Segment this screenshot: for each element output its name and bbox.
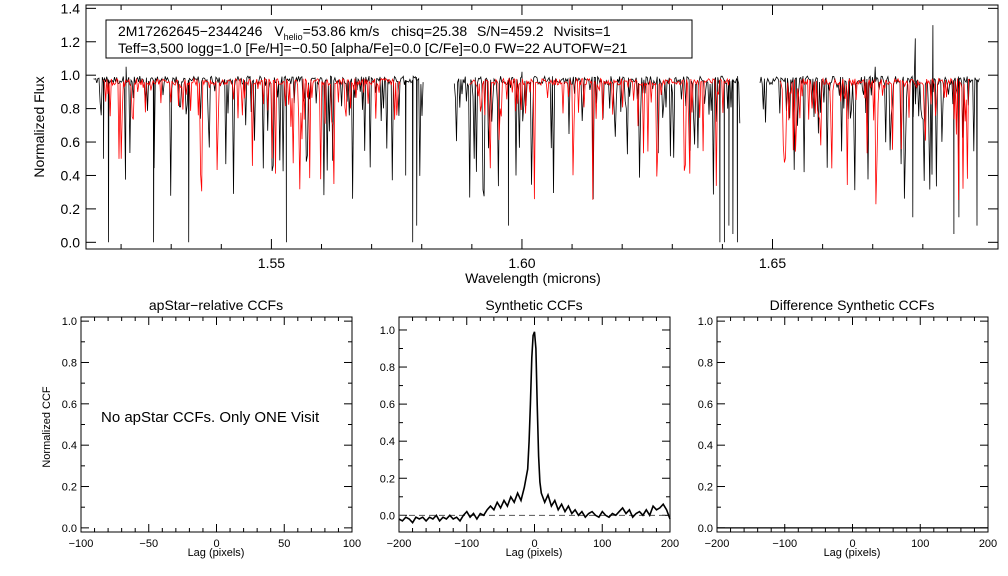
spectrum-ytick-label: 1.2 [61,34,81,50]
observed-spectrum-line [93,66,424,243]
legend-sn: S/N=459.2 [477,23,544,39]
ccf-xtick-label: −200 [387,538,412,550]
ccf-ytick-label: 0.0 [62,523,77,535]
spectrum-xtick-label: 1.55 [258,255,285,271]
synthetic-ccf-axes-frame [398,316,671,533]
ccf-xtick-label: 100 [911,538,929,550]
ccf-ytick-label: 0.4 [62,440,77,452]
ccf-ytick-label: 0.2 [698,482,713,494]
spectrum-xlabel: Wavelength (microns) [465,270,601,286]
difference-ccf-xlabel: Lag (pixels) [824,547,881,559]
spectrum-ticks: 0.0 0.2 0.4 0.6 0.8 1.0 1.2 1.4 1.55 1.60 1.65 [61,0,998,271]
spectrum-axes-frame [85,4,999,250]
spectrum-ytick-label: 1.0 [61,67,81,83]
ccf-curve-ccf [398,331,671,525]
difference-ccf-ticks: 0.0 0.2 0.4 0.6 0.8 1.0 −200 −100 0 100 200 [698,316,997,550]
ccf-ytick-label: 0.6 [698,399,713,411]
ccf-ytick-label: 0.0 [380,510,395,522]
ccf-xtick-label: 0 [213,538,219,550]
difference-ccf-axes-frame [716,316,989,533]
apstar-ccf-xlabel: Lag (pixels) [188,547,245,559]
ccf-ytick-label: 1.0 [380,325,395,337]
ccf-ytick-label: 0.0 [698,523,713,535]
difference-ccf-panel: 0.0 0.2 0.4 0.6 0.8 1.0 −200 −100 0 100 200 Differ… [698,297,997,559]
apstar-ccf-ticks: 0.0 0.2 0.4 0.6 0.8 1.0 −100 −50 0 50 100 [62,316,361,550]
apstar-ccf-panel: 0.0 0.2 0.4 0.6 0.8 1.0 −100 −50 0 50 100 apStar−r… [41,297,361,559]
legend-nvisits: Nvisits=1 [553,23,610,39]
ccf-ytick-label: 0.2 [62,482,77,494]
spectrum-ytick-label: 1.4 [61,0,81,16]
ccf-xtick-label: −200 [705,538,730,550]
ccf-xtick-label: 50 [278,538,290,550]
difference-ccf-title: Difference Synthetic CCFs [770,297,935,313]
synthetic-ccf-panel: 0.0 0.2 0.4 0.6 0.8 1.0 −200 −100 0 100 200 Synthe… [380,297,679,559]
legend-star-id: 2M17262645−2344246 [118,23,263,39]
legend-vhelio-value: =53.86 km/s [303,23,380,39]
ccf-ytick-label: 0.4 [380,436,395,448]
model-spectrum-line [103,77,401,192]
legend-box: 2M17262645−2344246 Vhelio=53.86 km/s chi… [105,19,693,59]
ccf-xtick-label: −50 [139,538,158,550]
legend-frame [105,19,693,59]
ccf-ytick-label: 0.8 [698,357,713,369]
ccf-ytick-label: 0.6 [380,399,395,411]
legend-vhelio-sub: helio [284,32,303,42]
spectrum-ytick-label: 0.6 [61,134,81,150]
ccf-ytick-label: 0.4 [698,440,713,452]
no-ccf-message: No apStar CCFs. Only ONE Visit [101,409,320,426]
spectrum-panel: 0.0 0.2 0.4 0.6 0.8 1.0 1.2 1.4 1.55 1.60 1.65 2M1… [31,0,999,286]
ccf-xtick-label: −100 [69,538,94,550]
ccf-xtick-label: 100 [593,538,611,550]
apstar-ccf-ylabel: Normalized CCF [41,386,53,468]
ccf-xtick-label: 0 [849,538,855,550]
ccf-xtick-label: 200 [979,538,997,550]
legend-line-2: Teff=3,500 logg=1.0 [Fe/H]=−0.50 [alpha/… [118,40,627,56]
ccf-ytick-label: 1.0 [62,316,77,328]
ccf-ytick-label: 0.8 [380,362,395,374]
ccf-ytick-label: 0.8 [62,357,77,369]
apstar-ccf-title: apStar−relative CCFs [149,297,283,313]
ccf-ytick-label: 0.6 [62,399,77,411]
ccf-xtick-label: −100 [772,538,797,550]
spectrum-ytick-label: 0.4 [61,167,81,183]
ccf-ytick-label: 1.0 [698,316,713,328]
spectrum-ytick-label: 0.0 [61,234,81,250]
spectrum-ytick-label: 0.8 [61,101,81,117]
legend-line-1: 2M17262645−2344246 Vhelio=53.86 km/s chi… [118,23,611,42]
ccf-xtick-label: 100 [343,538,361,550]
spectrum-plot-area [93,25,980,243]
spectrum-xtick-label: 1.60 [508,255,535,271]
spectrum-xtick-label: 1.65 [759,255,786,271]
synthetic-ccf-plot-area [398,331,671,525]
spectrum-ylabel: Normalized Flux [31,76,47,177]
ccf-xtick-label: 200 [661,538,679,550]
legend-vhelio-v: V [274,23,284,39]
spectrum-ytick-label: 0.2 [61,201,81,217]
ccf-ytick-label: 0.2 [380,473,395,485]
model-spectrum-line [779,77,970,205]
ccf-xtick-label: 0 [531,538,537,550]
synthetic-ccf-title: Synthetic CCFs [485,297,582,313]
synthetic-ccf-xlabel: Lag (pixels) [506,547,563,559]
ccf-xtick-label: −100 [454,538,479,550]
model-spectrum-line [469,77,730,200]
legend-chisq: chisq=25.38 [391,23,467,39]
synthetic-ccf-ticks: 0.0 0.2 0.4 0.6 0.8 1.0 −200 −100 0 100 200 [380,317,679,550]
